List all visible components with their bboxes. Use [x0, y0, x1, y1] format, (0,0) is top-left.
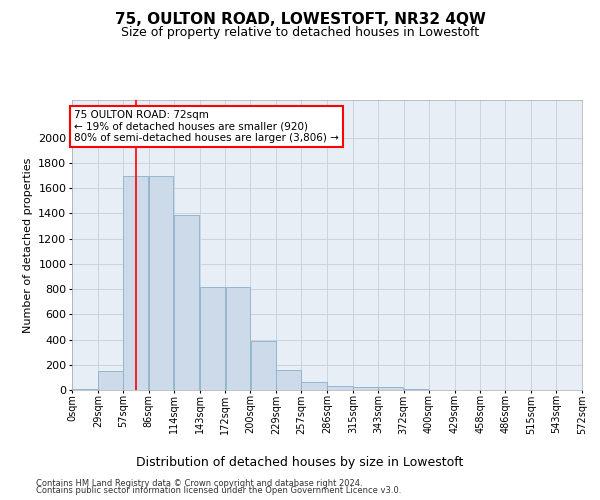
Bar [72, 388, 98, 390]
Bar [327, 386, 353, 390]
Bar [149, 176, 173, 390]
Bar [353, 387, 377, 390]
Text: 75, OULTON ROAD, LOWESTOFT, NR32 4QW: 75, OULTON ROAD, LOWESTOFT, NR32 4QW [115, 12, 485, 28]
Bar [301, 382, 327, 390]
Bar [226, 286, 250, 390]
Text: Contains public sector information licensed under the Open Government Licence v3: Contains public sector information licen… [36, 486, 401, 495]
Bar [174, 214, 199, 390]
Y-axis label: Number of detached properties: Number of detached properties [23, 158, 33, 332]
Text: Contains HM Land Registry data © Crown copyright and database right 2024.: Contains HM Land Registry data © Crown c… [36, 478, 362, 488]
Bar [200, 286, 225, 390]
Bar [277, 370, 301, 390]
Text: 75 OULTON ROAD: 72sqm
← 19% of detached houses are smaller (920)
80% of semi-det: 75 OULTON ROAD: 72sqm ← 19% of detached … [74, 110, 338, 144]
Text: Size of property relative to detached houses in Lowestoft: Size of property relative to detached ho… [121, 26, 479, 39]
Text: Distribution of detached houses by size in Lowestoft: Distribution of detached houses by size … [136, 456, 464, 469]
Bar [123, 176, 148, 390]
Bar [98, 371, 122, 390]
Bar [251, 341, 276, 390]
Bar [378, 387, 403, 390]
